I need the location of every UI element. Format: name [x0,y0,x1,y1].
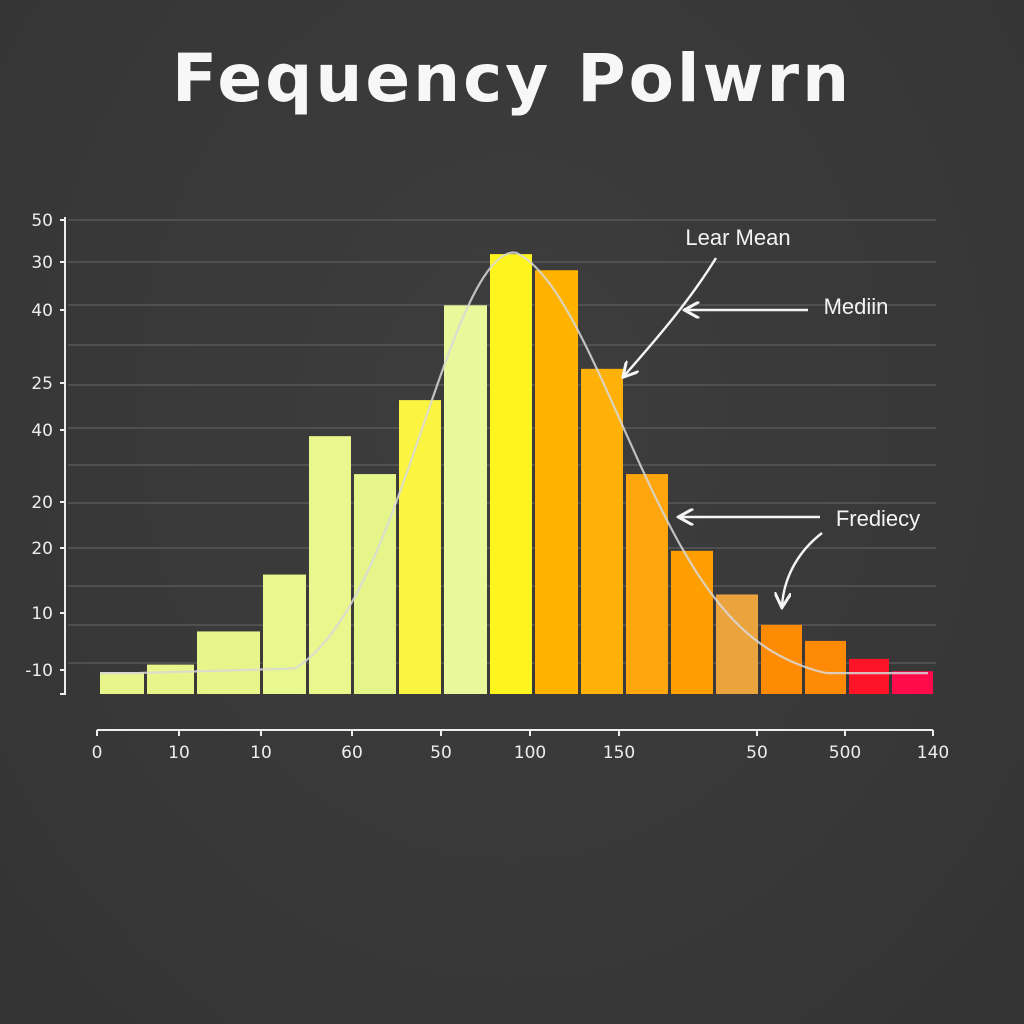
annotations: Lear Mean Mediin Frediecy [624,225,920,606]
y-tick-label: 20 [31,493,53,513]
y-axis: 50 30 40 25 40 20 20 10 -10 [25,211,66,695]
histogram-bar [354,474,396,694]
histogram-bar [147,664,194,694]
histogram-bar [535,270,578,694]
x-tick-label: 0 [92,743,103,763]
histogram-bar [263,574,306,694]
histogram-bar [716,594,758,694]
histogram-bar [626,474,668,694]
y-tick-label: 40 [31,421,53,441]
x-tick-label: 500 [829,743,861,763]
x-tick-label: 50 [746,743,768,763]
histogram-bar [671,550,713,694]
chart-title: Fequency Polwrn [171,40,853,117]
histogram-bar [100,672,144,694]
arrow-lear-mean-icon [624,257,718,376]
histogram-bar [849,658,889,694]
y-tick-label: 30 [31,253,53,273]
x-tick-label: 140 [917,743,949,763]
x-tick-label: 100 [514,743,546,763]
histogram-bar [892,671,933,694]
histogram-bar [761,624,802,694]
y-tick-label: 50 [31,211,53,231]
x-tick-label: 50 [430,743,452,763]
x-tick-label: 150 [603,743,635,763]
arrow-frequency-curved-icon [782,532,823,606]
y-tick-label: -10 [25,661,53,681]
y-tick-label: 20 [31,539,53,559]
histogram-bar [444,305,487,694]
histogram-bar [805,640,846,694]
x-tick-label: 10 [168,743,190,763]
annotation-lear-mean: Lear Mean [685,225,790,250]
y-tick-label: 10 [31,604,53,624]
histogram-bar [197,631,260,694]
histogram-bar [309,436,351,694]
annotation-frequency: Frediecy [836,506,920,531]
histogram-bar [490,254,532,695]
histogram-bar [581,368,623,694]
distribution-curve [100,251,928,675]
y-tick-label: 25 [31,374,53,394]
bars [100,254,933,695]
x-tick-label: 60 [341,743,363,763]
y-tick-label: 40 [31,301,53,321]
histogram-bar [399,400,441,694]
x-tick-label: 10 [250,743,272,763]
x-axis: 0 10 10 60 50 100 150 50 500 140 [92,729,949,763]
annotation-median: Mediin [824,294,889,319]
